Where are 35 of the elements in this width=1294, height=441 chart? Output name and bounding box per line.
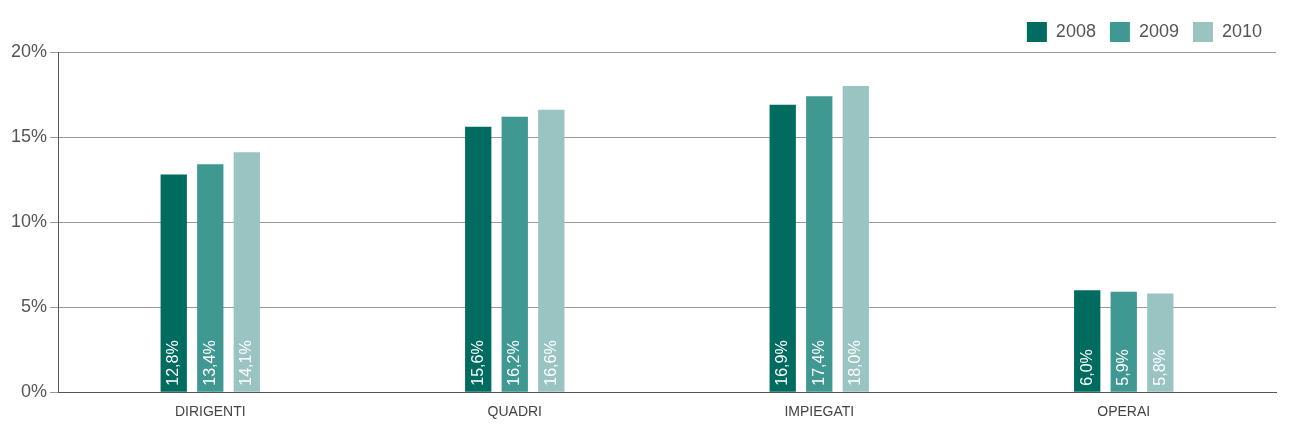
y-tick-label: 5% (21, 296, 48, 317)
data-label: 16,2% (505, 340, 523, 386)
data-label: 14,1% (237, 340, 255, 386)
x-tick-label: OPERAI (1097, 403, 1151, 420)
bar (806, 96, 833, 392)
legend-label: 2009 (1138, 20, 1179, 41)
data-label: 15,6% (468, 340, 486, 386)
x-tick-label: QUADRI (487, 403, 542, 420)
data-label: 13,4% (200, 340, 218, 386)
bar (842, 86, 869, 392)
bar (197, 164, 224, 392)
bar (501, 116, 528, 392)
data-label: 5,9% (1114, 349, 1132, 386)
bar (465, 126, 492, 392)
data-label: 12,8% (164, 340, 182, 386)
data-label: 5,8% (1150, 349, 1168, 386)
data-label: 16,6% (541, 340, 559, 386)
bar (538, 109, 565, 392)
bar (769, 104, 796, 392)
legend-label: 2010 (1221, 20, 1262, 41)
y-tick-label: 15% (11, 126, 48, 147)
bar (1074, 290, 1101, 392)
x-tick-label: DIRIGENTI (174, 403, 246, 420)
x-tick-label: IMPIEGATI (784, 403, 855, 420)
y-tick-label: 10% (11, 211, 48, 232)
bar (160, 174, 187, 392)
y-tick-label: 0% (21, 381, 48, 402)
data-label: 18,0% (846, 340, 864, 386)
y-tick-label: 20% (11, 40, 48, 61)
data-label: 16,9% (773, 340, 791, 386)
legend-label: 2008 (1055, 20, 1096, 41)
bar (1110, 291, 1137, 392)
bar (233, 152, 260, 392)
data-label: 6,0% (1077, 349, 1095, 386)
data-label: 17,4% (809, 340, 827, 386)
